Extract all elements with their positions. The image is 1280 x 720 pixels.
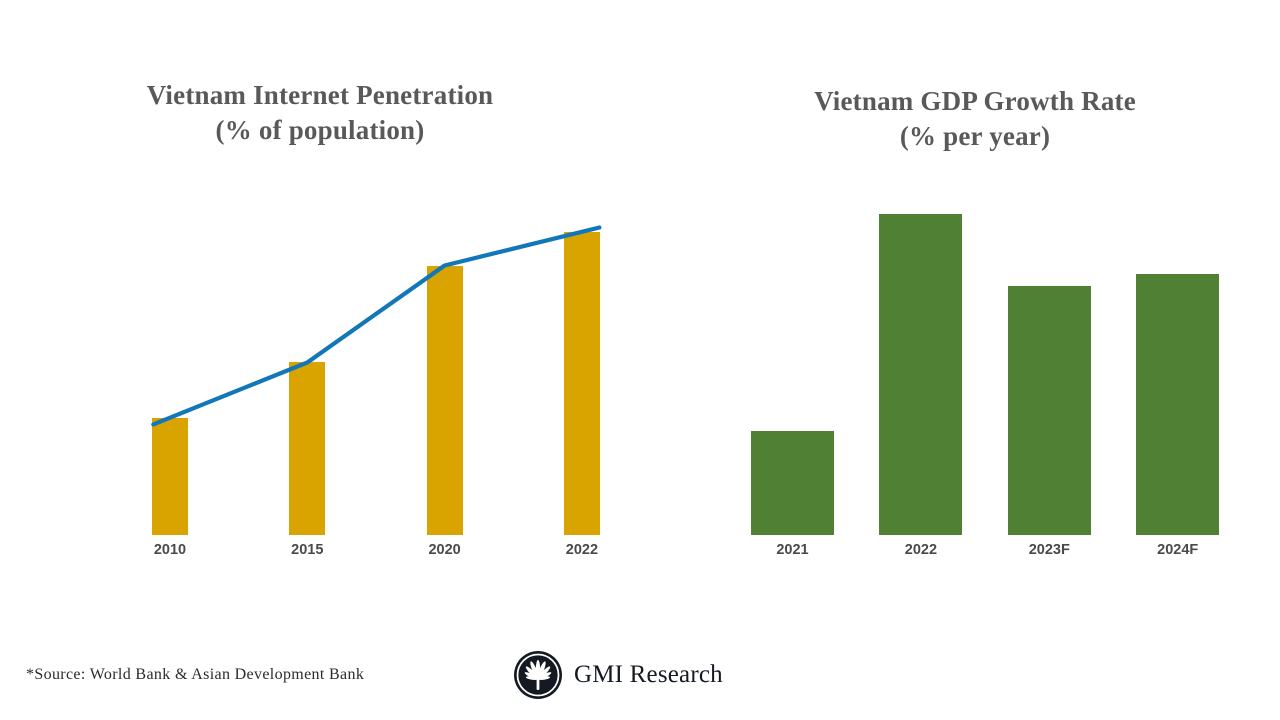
left-chart-plot-area (120, 190, 640, 535)
x-label-2022: 2022 (565, 542, 599, 558)
left-chart-panel: 2010 2015 2020 2022 (120, 190, 640, 580)
left-chart-title: Vietnam Internet Penetration (% of popul… (60, 78, 580, 148)
left-chart-x-axis-labels: 2010 2015 2020 2022 (120, 542, 640, 572)
brand-lockup: GMI Research (513, 650, 723, 700)
right-chart-panel: 2021 2022 2023F 2024F (730, 190, 1250, 580)
bar-2020 (426, 266, 463, 535)
bar-2010 (152, 418, 188, 535)
x-label-2023f: 2023F (1028, 542, 1070, 558)
x-label-2020: 2020 (428, 542, 461, 558)
left-chart-title-line1: Vietnam Internet Penetration (146, 80, 494, 110)
right-chart-x-axis-labels: 2021 2022 2023F 2024F (730, 542, 1250, 572)
x-label-2015: 2015 (291, 542, 324, 558)
bar-2024f (1136, 274, 1220, 535)
palm-fan-circle-logo-icon (514, 651, 562, 699)
x-label-2022: 2022 (904, 542, 938, 558)
bar-2015 (289, 362, 326, 535)
x-label-2010: 2010 (153, 542, 187, 558)
bar-2021 (751, 431, 834, 535)
brand-name: GMI Research (574, 661, 723, 688)
right-chart-plot-area (730, 190, 1250, 535)
left-chart-title-line2: (% of population) (215, 115, 425, 146)
right-chart-title: Vietnam GDP Growth Rate (% per year) (740, 84, 1210, 154)
source-note: *Source: World Bank & Asian Development … (26, 666, 365, 683)
bar-2022 (563, 232, 600, 535)
x-label-2024f: 2024F (1157, 542, 1199, 558)
bar-2023f (1007, 286, 1091, 535)
x-label-2021: 2021 (776, 542, 809, 558)
right-chart-title-line2: (% per year) (899, 121, 1051, 152)
right-chart-title-line1: Vietnam GDP Growth Rate (814, 86, 1136, 116)
bar-2022 (879, 214, 963, 535)
